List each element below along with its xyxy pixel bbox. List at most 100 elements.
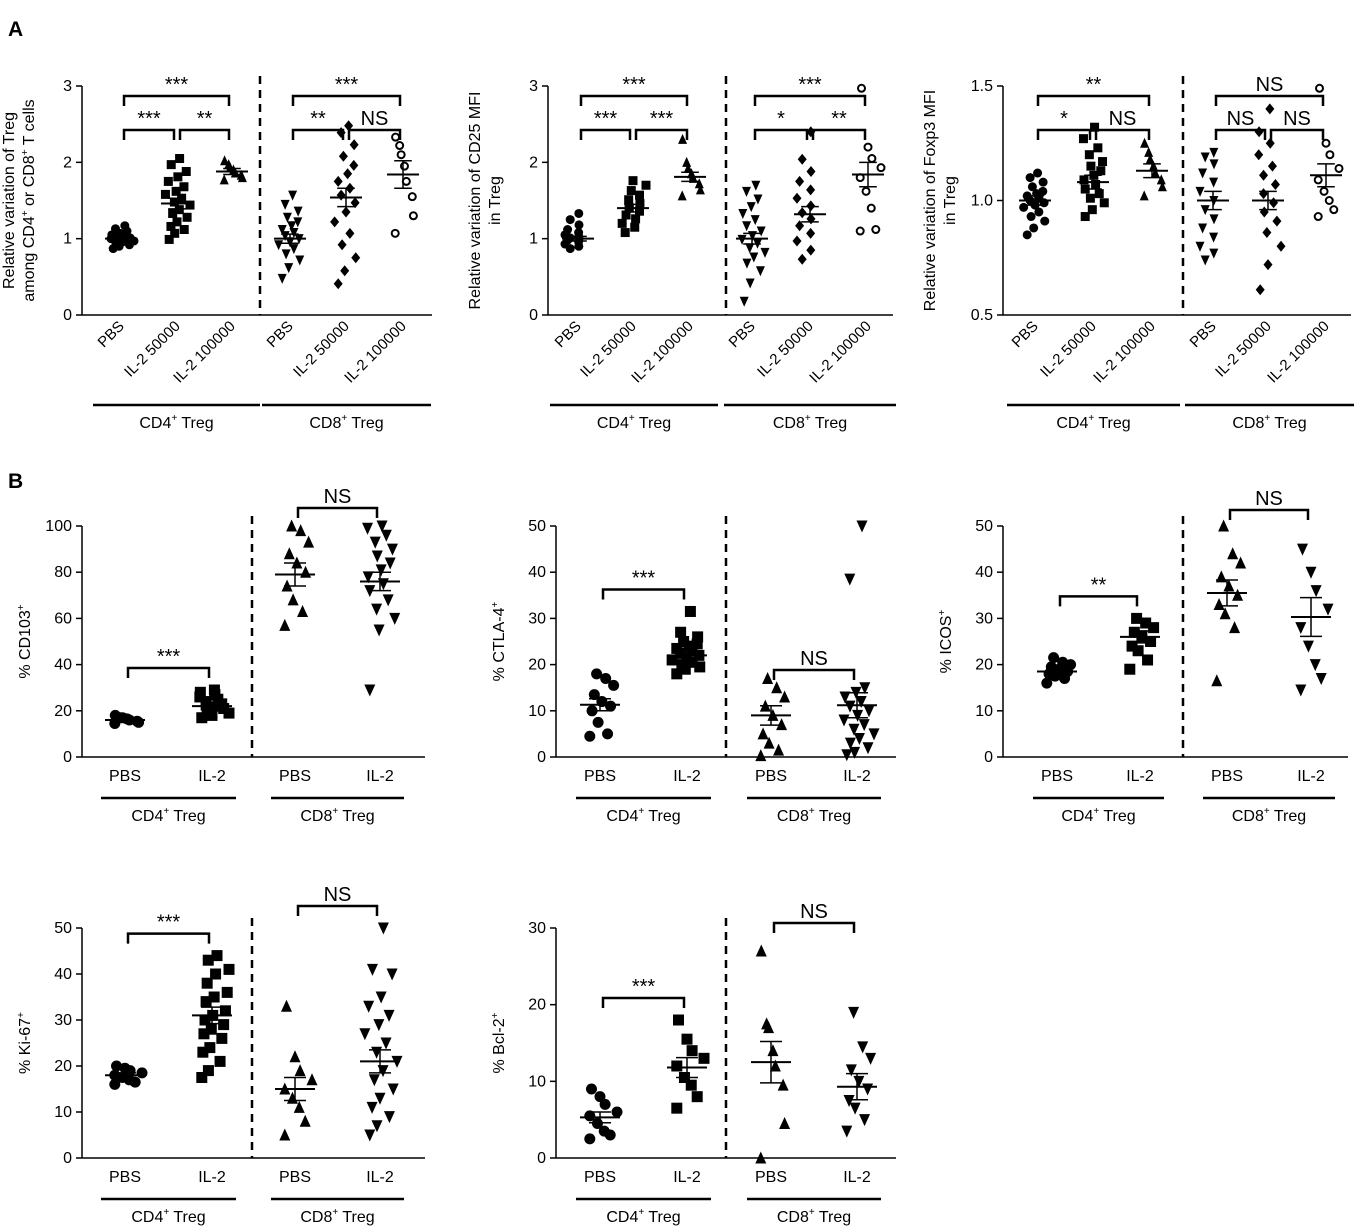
data-point	[797, 253, 807, 265]
y-tick-label: 2	[63, 154, 72, 171]
x-category-label: IL-2	[366, 1169, 394, 1186]
data-point	[1218, 519, 1230, 532]
data-point	[386, 968, 398, 981]
data-point	[293, 217, 303, 228]
data-point	[1087, 205, 1097, 215]
group-label: CD4+ Treg	[1061, 806, 1135, 825]
x-category-label: PBS	[109, 768, 141, 785]
data-point	[338, 150, 348, 162]
data-point	[681, 1033, 693, 1045]
data-point	[771, 681, 783, 694]
data-point	[282, 212, 292, 223]
data-point	[283, 547, 295, 560]
bracket-line	[601, 588, 686, 600]
data-point	[686, 1045, 698, 1057]
significance-bracket: ***	[126, 646, 211, 679]
data-point	[375, 991, 387, 1004]
significance-bracket: NS	[1094, 108, 1151, 140]
significance-label: NS	[800, 901, 828, 923]
data-point	[574, 228, 584, 238]
data-point	[1209, 232, 1219, 243]
x-category-label: PBS	[755, 768, 787, 785]
significance-label: NS	[800, 648, 828, 670]
data-point	[849, 746, 861, 759]
y-tick-label: 0	[63, 307, 72, 324]
significance-label: **	[197, 108, 213, 130]
data-point	[1156, 174, 1166, 185]
data-point	[1034, 207, 1044, 217]
data-point	[1027, 182, 1037, 192]
data-point	[200, 996, 212, 1008]
data-point	[588, 689, 600, 701]
data-point	[806, 200, 816, 212]
data-point	[166, 160, 176, 170]
data-point	[795, 220, 805, 232]
x-category-label: IL-2	[198, 768, 226, 785]
data-point	[750, 215, 760, 226]
x-category-label: PBS	[109, 1169, 141, 1186]
x-category-label: PBS	[584, 768, 616, 785]
series-2	[216, 155, 248, 185]
data-point	[737, 234, 747, 245]
data-point	[383, 1009, 395, 1022]
data-point	[865, 1052, 877, 1065]
data-point	[1080, 212, 1090, 222]
data-point	[797, 207, 807, 219]
data-point	[839, 691, 851, 704]
data-point	[387, 1083, 399, 1096]
data-point	[1094, 189, 1104, 199]
data-point	[611, 1106, 623, 1118]
group-label: CD8+ Treg	[309, 413, 383, 432]
series-3	[360, 520, 401, 697]
bracket-line	[772, 668, 856, 681]
series-0	[105, 221, 139, 254]
data-point	[350, 197, 360, 209]
significance-label: ***	[632, 976, 656, 998]
data-point	[1262, 227, 1272, 239]
data-point	[871, 225, 881, 235]
group-label: CD8+ Treg	[777, 1207, 851, 1226]
data-point	[1124, 663, 1136, 675]
significance-label: ***	[137, 108, 161, 130]
significance-bracket: NS	[772, 648, 856, 681]
data-point	[364, 684, 376, 697]
data-point	[779, 1117, 791, 1129]
data-point	[1209, 147, 1219, 158]
significance-label: ***	[632, 567, 656, 589]
data-point	[745, 278, 755, 289]
y-tick-label: 40	[528, 564, 546, 581]
y-axis-title: % CD103+	[16, 604, 34, 678]
series-2	[751, 671, 791, 762]
data-point	[1144, 146, 1154, 157]
significance-label: ***	[335, 74, 359, 96]
data-point	[163, 176, 173, 186]
data-point	[857, 83, 866, 93]
data-point	[1295, 622, 1307, 635]
data-point	[863, 142, 873, 152]
data-point	[390, 228, 400, 238]
data-point	[797, 153, 807, 165]
bracket-line	[1269, 128, 1325, 140]
y-tick-label: 50	[528, 518, 546, 535]
data-point	[391, 132, 401, 142]
data-point	[1302, 640, 1314, 653]
data-point	[287, 221, 297, 232]
data-point	[1098, 157, 1108, 167]
data-point	[620, 228, 630, 238]
y-tick-label: 1.5	[971, 78, 993, 95]
data-point	[773, 743, 785, 756]
data-point	[1048, 652, 1060, 664]
y-axis-title: Relative variation of Treg	[1, 112, 18, 289]
y-tick-label: 3	[63, 78, 72, 95]
data-point	[1029, 223, 1039, 233]
data-point	[362, 522, 374, 535]
x-category-label: IL-2	[198, 1169, 226, 1186]
data-point	[210, 968, 222, 980]
data-point	[293, 206, 303, 217]
data-point	[1045, 661, 1057, 673]
y-tick-label: 1	[529, 231, 538, 248]
data-point	[1041, 677, 1053, 689]
series-1	[160, 154, 195, 244]
data-point	[739, 296, 749, 307]
data-point	[844, 573, 856, 586]
